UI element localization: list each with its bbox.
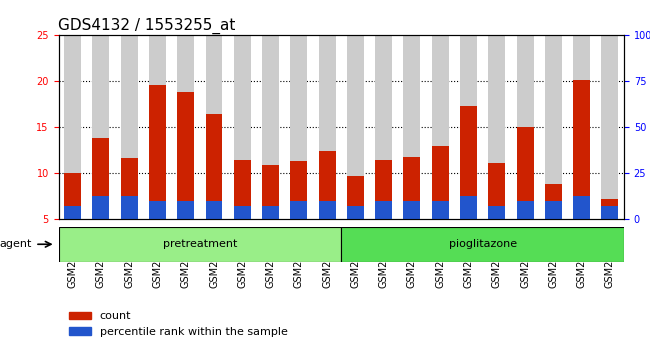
- Bar: [573, 196, 590, 219]
- Bar: [375, 201, 392, 219]
- Bar: [318, 152, 335, 219]
- Bar: [92, 35, 109, 219]
- Bar: [291, 201, 307, 219]
- Bar: [234, 206, 251, 219]
- Bar: [545, 35, 562, 219]
- Bar: [488, 35, 505, 219]
- Text: agent: agent: [0, 239, 32, 249]
- Bar: [347, 206, 364, 219]
- Legend: count, percentile rank within the sample: count, percentile rank within the sample: [64, 307, 292, 341]
- Bar: [177, 35, 194, 219]
- Bar: [601, 35, 618, 219]
- Bar: [404, 35, 421, 219]
- Bar: [205, 201, 222, 219]
- Bar: [517, 201, 534, 219]
- Bar: [432, 35, 448, 219]
- Bar: [291, 161, 307, 219]
- Bar: [488, 206, 505, 219]
- Bar: [262, 165, 279, 219]
- Bar: [347, 35, 364, 219]
- Bar: [404, 201, 421, 219]
- Bar: [517, 127, 534, 219]
- Bar: [121, 35, 138, 219]
- Bar: [545, 201, 562, 219]
- Bar: [149, 201, 166, 219]
- Bar: [460, 196, 477, 219]
- Bar: [177, 201, 194, 219]
- Bar: [432, 201, 448, 219]
- Bar: [64, 35, 81, 219]
- Bar: [205, 35, 222, 219]
- FancyBboxPatch shape: [341, 227, 624, 262]
- Bar: [375, 35, 392, 219]
- Bar: [234, 160, 251, 219]
- Bar: [234, 35, 251, 219]
- Bar: [149, 35, 166, 219]
- Bar: [573, 80, 590, 219]
- Bar: [318, 201, 335, 219]
- Bar: [262, 206, 279, 219]
- Bar: [573, 35, 590, 219]
- Bar: [601, 199, 618, 219]
- Bar: [347, 176, 364, 219]
- Bar: [64, 172, 81, 219]
- Bar: [318, 35, 335, 219]
- Bar: [460, 106, 477, 219]
- Bar: [432, 146, 448, 219]
- Bar: [121, 158, 138, 219]
- Bar: [262, 35, 279, 219]
- Bar: [545, 184, 562, 219]
- Bar: [460, 35, 477, 219]
- Bar: [121, 196, 138, 219]
- Bar: [205, 114, 222, 219]
- Bar: [375, 160, 392, 219]
- Text: GDS4132 / 1553255_at: GDS4132 / 1553255_at: [58, 18, 236, 34]
- Bar: [601, 206, 618, 219]
- Bar: [149, 85, 166, 219]
- Text: pretreatment: pretreatment: [162, 239, 237, 249]
- Bar: [177, 92, 194, 219]
- Text: pioglitazone: pioglitazone: [448, 239, 517, 249]
- Bar: [488, 163, 505, 219]
- Bar: [92, 196, 109, 219]
- Bar: [517, 35, 534, 219]
- Bar: [64, 206, 81, 219]
- Bar: [404, 157, 421, 219]
- Bar: [291, 35, 307, 219]
- Bar: [92, 138, 109, 219]
- FancyBboxPatch shape: [58, 227, 341, 262]
